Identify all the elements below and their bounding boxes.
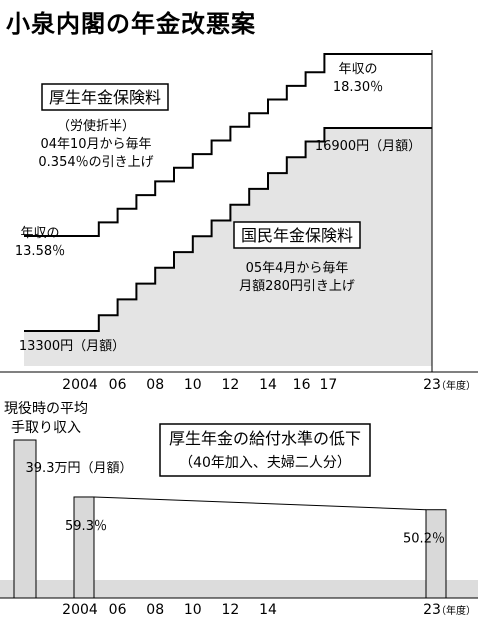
reference-value-label: 39.3万円（月額） bbox=[26, 461, 133, 476]
benefit-bar-label: 59.3％ bbox=[65, 519, 107, 534]
bottom-x-tick-label: 12 bbox=[221, 602, 239, 618]
bottom-x-tick-label: 2004 bbox=[62, 602, 98, 618]
chart-title: 小泉内閣の年金改悪案 bbox=[6, 10, 256, 38]
kokumin-end-label: 16900円（月額） bbox=[315, 139, 421, 154]
reference-bar-label-line-2: 手取り収入 bbox=[11, 420, 81, 436]
bottom-chart-subtitle: （40年加入、夫婦二人分） bbox=[179, 454, 351, 471]
bottom-chart-title: 厚生年金の給付水準の低下 bbox=[169, 429, 361, 448]
kokumin-series-name: 国民年金保険料 bbox=[241, 226, 353, 245]
kokumin-name-box bbox=[233, 221, 361, 249]
bottom-x-tick-label: 10 bbox=[184, 602, 202, 618]
kosei-note-line-1: （労使折半） bbox=[57, 118, 135, 134]
kosei-start-label-line-2: 13.58％ bbox=[15, 244, 65, 259]
top-x-unit: （年度） bbox=[436, 379, 476, 392]
reference-bar-label-line-1: 現役時の平均 bbox=[4, 401, 88, 417]
top-x-tick-label: 17 bbox=[319, 377, 337, 393]
kokumin-series-line bbox=[24, 127, 432, 332]
kosei-name-box bbox=[41, 83, 169, 111]
top-x-tick-label: 23 bbox=[423, 377, 441, 393]
top-x-tick-label: 16 bbox=[293, 377, 311, 393]
bottom-x-tick-label: 14 bbox=[259, 602, 277, 618]
benefit-bar bbox=[73, 496, 95, 599]
top-x-tick-label: 10 bbox=[184, 377, 202, 393]
bottom-x-tick-label: 23 bbox=[423, 602, 441, 618]
kokumin-note-line-2: 月額280円引き上げ bbox=[239, 279, 355, 294]
top-x-tick-label: 08 bbox=[146, 377, 164, 393]
bottom-band bbox=[0, 580, 478, 598]
kosei-start-label-line-1: 年収の bbox=[20, 226, 59, 241]
kokumin-note-line-1: 05年4月から毎年 bbox=[246, 260, 349, 276]
bottom-x-unit: （年度） bbox=[436, 604, 476, 617]
kosei-end-label-line-2: 18.30％ bbox=[333, 80, 383, 95]
top-x-tick-label: 12 bbox=[221, 377, 239, 393]
bottom-x-tick-label: 06 bbox=[109, 602, 127, 618]
kokumin-area bbox=[24, 128, 432, 366]
bottom-title-box bbox=[159, 423, 371, 477]
kosei-end-label-line-1: 年収の bbox=[338, 62, 377, 77]
kosei-note-line-3: 0.354％の引き上げ bbox=[38, 155, 153, 170]
top-x-tick-label: 06 bbox=[109, 377, 127, 393]
benefit-bar bbox=[425, 509, 447, 599]
benefit-bar-label: 50.2％ bbox=[403, 532, 445, 547]
top-x-tick-label: 14 bbox=[259, 377, 277, 393]
kokumin-start-label: 13300円（月額） bbox=[19, 339, 125, 354]
top-x-tick-label: 2004 bbox=[62, 377, 98, 393]
kosei-series-name: 厚生年金保険料 bbox=[49, 88, 161, 107]
trend-line bbox=[93, 496, 427, 511]
kosei-note-line-2: 04年10月から毎年 bbox=[40, 136, 151, 152]
bottom-x-tick-label: 08 bbox=[146, 602, 164, 618]
kosei-series-line bbox=[24, 53, 432, 237]
reference-bar bbox=[13, 439, 37, 599]
